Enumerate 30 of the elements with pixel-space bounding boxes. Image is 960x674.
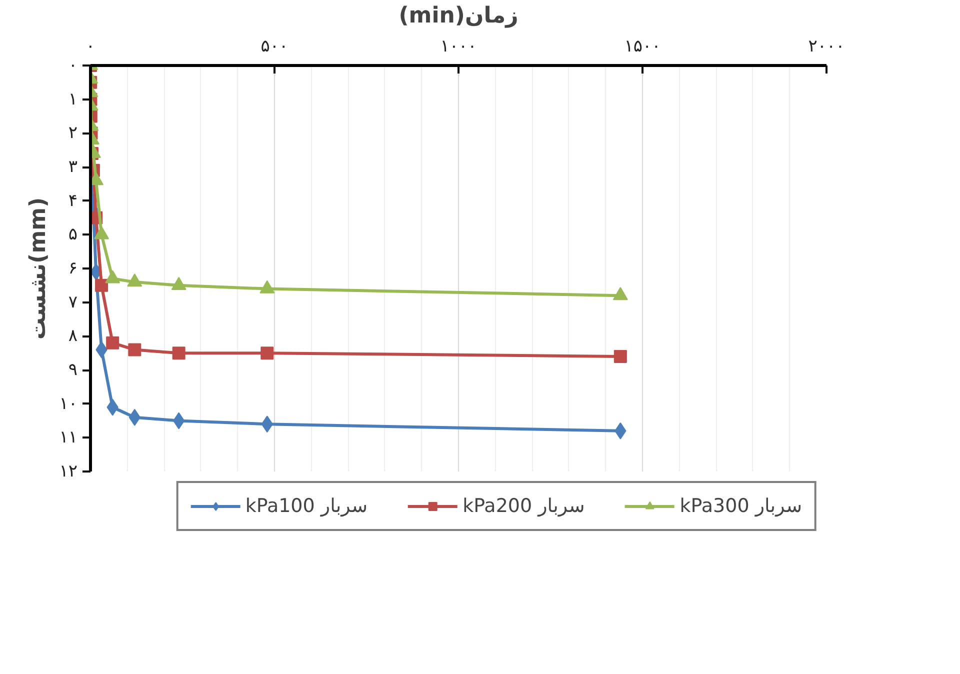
- y-tick-label: ۱۰: [59, 394, 78, 414]
- y-tick-label: ۴: [68, 190, 78, 211]
- y-tick-label: ۱۲: [59, 462, 78, 482]
- y-tick-label: ۹: [68, 360, 78, 380]
- legend-label: kPa100 سربار: [245, 495, 368, 517]
- y-tick-label: ۱: [68, 89, 78, 110]
- y-tick-label: ۶: [68, 258, 78, 278]
- x-tick-label: ۵۰۰: [260, 36, 288, 56]
- x-axis-title: (min)زمان: [398, 4, 518, 28]
- y-tick-label: ۰: [68, 56, 78, 76]
- y-tick-label: ۲: [68, 123, 78, 144]
- x-tick-label: ۱۰۰۰: [440, 36, 477, 56]
- point: [106, 336, 120, 350]
- legend-label: kPa200 سربار: [462, 495, 585, 517]
- y-axis-title: نشست(mm): [26, 197, 52, 340]
- point: [128, 343, 142, 356]
- x-tick-label: ۰: [86, 36, 96, 56]
- y-tick-label: ۳: [68, 157, 78, 177]
- y-tick-label: ۷: [68, 292, 78, 312]
- y-tick-label: ۵: [68, 224, 78, 245]
- y-tick-label: ۱۱: [59, 428, 78, 448]
- point: [614, 350, 627, 363]
- point: [172, 412, 185, 430]
- point: [95, 278, 108, 292]
- y-tick-label: ۸: [68, 326, 78, 346]
- x-tick-label: ۲۰۰۰: [808, 36, 845, 56]
- x-tick-label: ۱۵۰۰: [624, 36, 661, 56]
- legend-label: kPa300 سربار: [680, 495, 802, 517]
- point: [260, 346, 274, 360]
- point: [172, 346, 186, 360]
